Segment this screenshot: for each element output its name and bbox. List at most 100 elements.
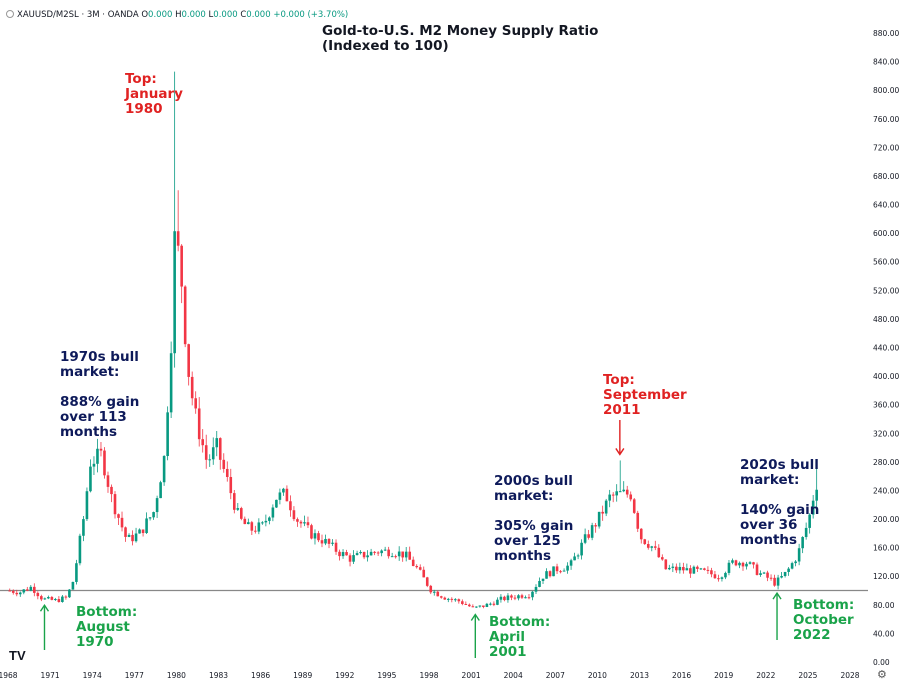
settings-gear-icon[interactable]: ⚙ — [877, 669, 887, 681]
candle-body — [397, 551, 401, 557]
candle-body — [808, 514, 811, 528]
candle-body — [699, 568, 703, 570]
candle-body — [468, 604, 471, 607]
y-tick-label: 560.00 — [873, 258, 899, 267]
candle-body — [232, 493, 236, 510]
candle-body — [204, 445, 208, 460]
change-value: +0.000 (+3.70%) — [273, 10, 349, 20]
candle-body — [597, 511, 601, 527]
candle-body — [401, 551, 404, 558]
candle-body — [338, 551, 341, 557]
chart-title: Gold-to-U.S. M2 Money Supply Ratio (Inde… — [322, 24, 598, 54]
candle-body — [394, 556, 397, 558]
candle-body — [429, 585, 433, 593]
low-value: 0.000 — [213, 10, 238, 20]
candle-body — [566, 565, 569, 571]
candle-body — [580, 542, 583, 556]
x-tick-label: 2010 — [588, 671, 607, 680]
candle-body — [29, 586, 33, 591]
candle-body — [366, 555, 369, 558]
candle-body — [425, 577, 429, 586]
candle-body — [254, 530, 257, 532]
candle-body — [594, 525, 597, 527]
candle-body — [615, 491, 618, 496]
candle-body — [622, 489, 626, 492]
annotation-bottom-1970: Bottom: August 1970 — [76, 604, 138, 650]
candle-body — [36, 592, 40, 597]
candle-body — [292, 510, 296, 520]
candle-body — [755, 564, 759, 575]
candle-body — [197, 408, 201, 440]
candle-body — [257, 522, 261, 532]
candle-body — [485, 603, 489, 607]
candle-body — [225, 468, 229, 477]
candle-body — [18, 592, 22, 595]
candle-body — [576, 555, 580, 557]
y-tick-label: 0.00 — [873, 658, 890, 667]
y-tick-label: 280.00 — [873, 458, 899, 467]
candle-body — [668, 567, 671, 570]
arrow-bottom-2001-head — [470, 613, 480, 621]
candle-body — [54, 599, 57, 601]
candle-body — [457, 599, 461, 602]
candle-body — [415, 565, 419, 568]
candle-body — [222, 459, 226, 469]
candle-body — [303, 522, 306, 524]
candle-body — [82, 519, 85, 536]
candle-body — [247, 522, 250, 525]
candle-body — [138, 529, 141, 534]
candle-body — [538, 580, 541, 587]
candle-body — [717, 578, 720, 580]
candle-body — [461, 601, 464, 604]
candle-body — [145, 518, 148, 534]
candle-body — [331, 542, 334, 544]
candle-body — [320, 540, 324, 544]
candle-body — [345, 552, 348, 556]
candle-body — [310, 525, 313, 539]
candle-body — [713, 574, 717, 579]
candle-body — [418, 567, 422, 570]
candle-body — [443, 597, 447, 600]
candle-body — [47, 597, 50, 599]
annotation-bull-1970s: 1970s bull market: 888% gain over 113 mo… — [60, 349, 140, 440]
candle-body — [282, 488, 285, 493]
candle-body — [783, 571, 787, 576]
candle-body — [703, 568, 706, 570]
candle-body — [696, 566, 699, 569]
candle-body — [64, 596, 68, 598]
candle-body — [134, 533, 138, 542]
symbol-label: XAUUSD/M2SL · 3M · OANDA — [17, 10, 139, 20]
candle-body — [562, 570, 566, 572]
candle-body — [71, 581, 75, 590]
tradingview-logo[interactable]: TV — [9, 648, 26, 663]
candle-body — [313, 533, 317, 539]
candle-body — [271, 507, 275, 518]
candle-body — [240, 508, 243, 519]
candle-body — [299, 521, 303, 524]
chart-title-line2: (Indexed to 100) — [322, 38, 449, 54]
candle-body — [531, 591, 534, 598]
candle-body — [176, 231, 180, 246]
candle-body — [727, 562, 731, 573]
symbol-header[interactable]: XAUUSD/M2SL · 3M · OANDA O0.000 H0.000 L… — [6, 10, 348, 20]
candle-body — [352, 555, 355, 562]
candle-body — [611, 494, 615, 496]
candle-body — [362, 551, 366, 558]
y-tick-label: 200.00 — [873, 515, 899, 524]
candle-body — [33, 586, 36, 593]
candle-body — [450, 598, 454, 600]
arrow-bottom-2022-head — [772, 591, 782, 600]
chart-title-line1: Gold-to-U.S. M2 Money Supply Ratio — [322, 23, 599, 39]
candle-body — [748, 562, 752, 564]
candle-body — [43, 598, 47, 600]
candle-body — [478, 605, 482, 607]
candle-body — [211, 447, 215, 460]
candle-body — [682, 566, 685, 571]
candle-body — [155, 498, 159, 513]
y-tick-label: 160.00 — [873, 544, 899, 553]
y-tick-label: 440.00 — [873, 344, 899, 353]
candle-body — [664, 559, 668, 570]
candle-body — [534, 586, 538, 592]
candle-body — [408, 551, 412, 560]
candle-body — [734, 560, 738, 566]
